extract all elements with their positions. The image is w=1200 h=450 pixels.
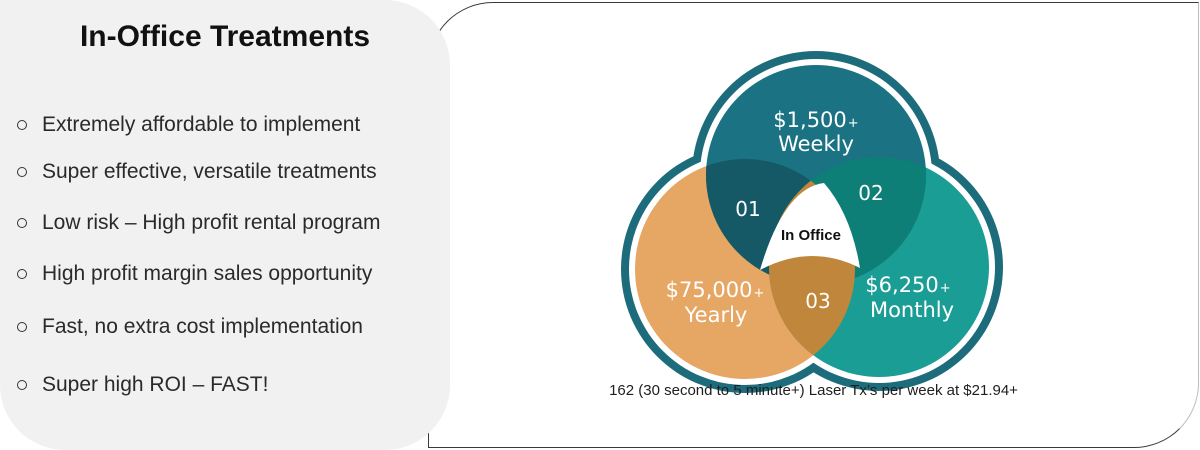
benefit-text: Super effective, versatile treatments xyxy=(42,160,377,183)
benefit-item: Super effective, versatile treatments xyxy=(17,157,377,187)
circle-bullet-icon xyxy=(17,322,27,332)
weekly-amount: $1,500 xyxy=(773,108,846,132)
benefit-text: Super high ROI – FAST! xyxy=(42,373,269,396)
weekly-period: Weekly xyxy=(778,132,854,156)
circle-bullet-icon xyxy=(17,380,27,390)
svg-text:$1,500+: $1,500+ xyxy=(773,108,858,132)
benefit-text: Extremely affordable to implement xyxy=(42,113,361,136)
center-region xyxy=(760,183,860,270)
weekly-plus: + xyxy=(848,116,859,131)
circle-bullet-icon xyxy=(17,269,27,279)
circle-bullet-icon xyxy=(17,167,27,177)
panel-title: In-Office Treatments xyxy=(79,20,371,53)
circle-bullet-icon xyxy=(17,218,27,228)
benefit-item: Low risk – High profit rental program xyxy=(17,208,380,238)
yearly-plus: + xyxy=(753,286,764,301)
benefit-item: Extremely affordable to implement xyxy=(17,110,360,140)
yearly-amount: $75,000 xyxy=(666,278,753,302)
monthly-amount: $6,250 xyxy=(865,273,938,297)
overlap-label-03: 03 xyxy=(805,289,830,313)
monthly-period: Monthly xyxy=(870,298,954,322)
benefits-panel: In-Office Treatments Extremely affordabl… xyxy=(0,0,450,450)
svg-text:$6,250+: $6,250+ xyxy=(865,273,950,297)
svg-text:$75,000+: $75,000+ xyxy=(666,278,765,302)
circle-bullet-icon xyxy=(17,120,27,130)
center-label: In Office xyxy=(781,227,841,244)
diagram-caption: 162 (30 second to 5 minute+) Laser Tx’s … xyxy=(609,382,1018,399)
benefit-text: Low risk – High profit rental program xyxy=(42,211,381,234)
benefit-text: High profit margin sales opportunity xyxy=(42,262,373,285)
benefit-text: Fast, no extra cost implementation xyxy=(42,315,363,338)
benefit-item: Fast, no extra cost implementation xyxy=(17,312,363,342)
yearly-period: Yearly xyxy=(684,303,748,327)
benefit-item: Super high ROI – FAST! xyxy=(17,370,268,400)
benefit-item: High profit margin sales opportunity xyxy=(17,259,372,289)
overlap-label-02: 02 xyxy=(858,181,883,205)
monthly-plus: + xyxy=(940,281,951,296)
overlap-label-01: 01 xyxy=(735,197,760,221)
